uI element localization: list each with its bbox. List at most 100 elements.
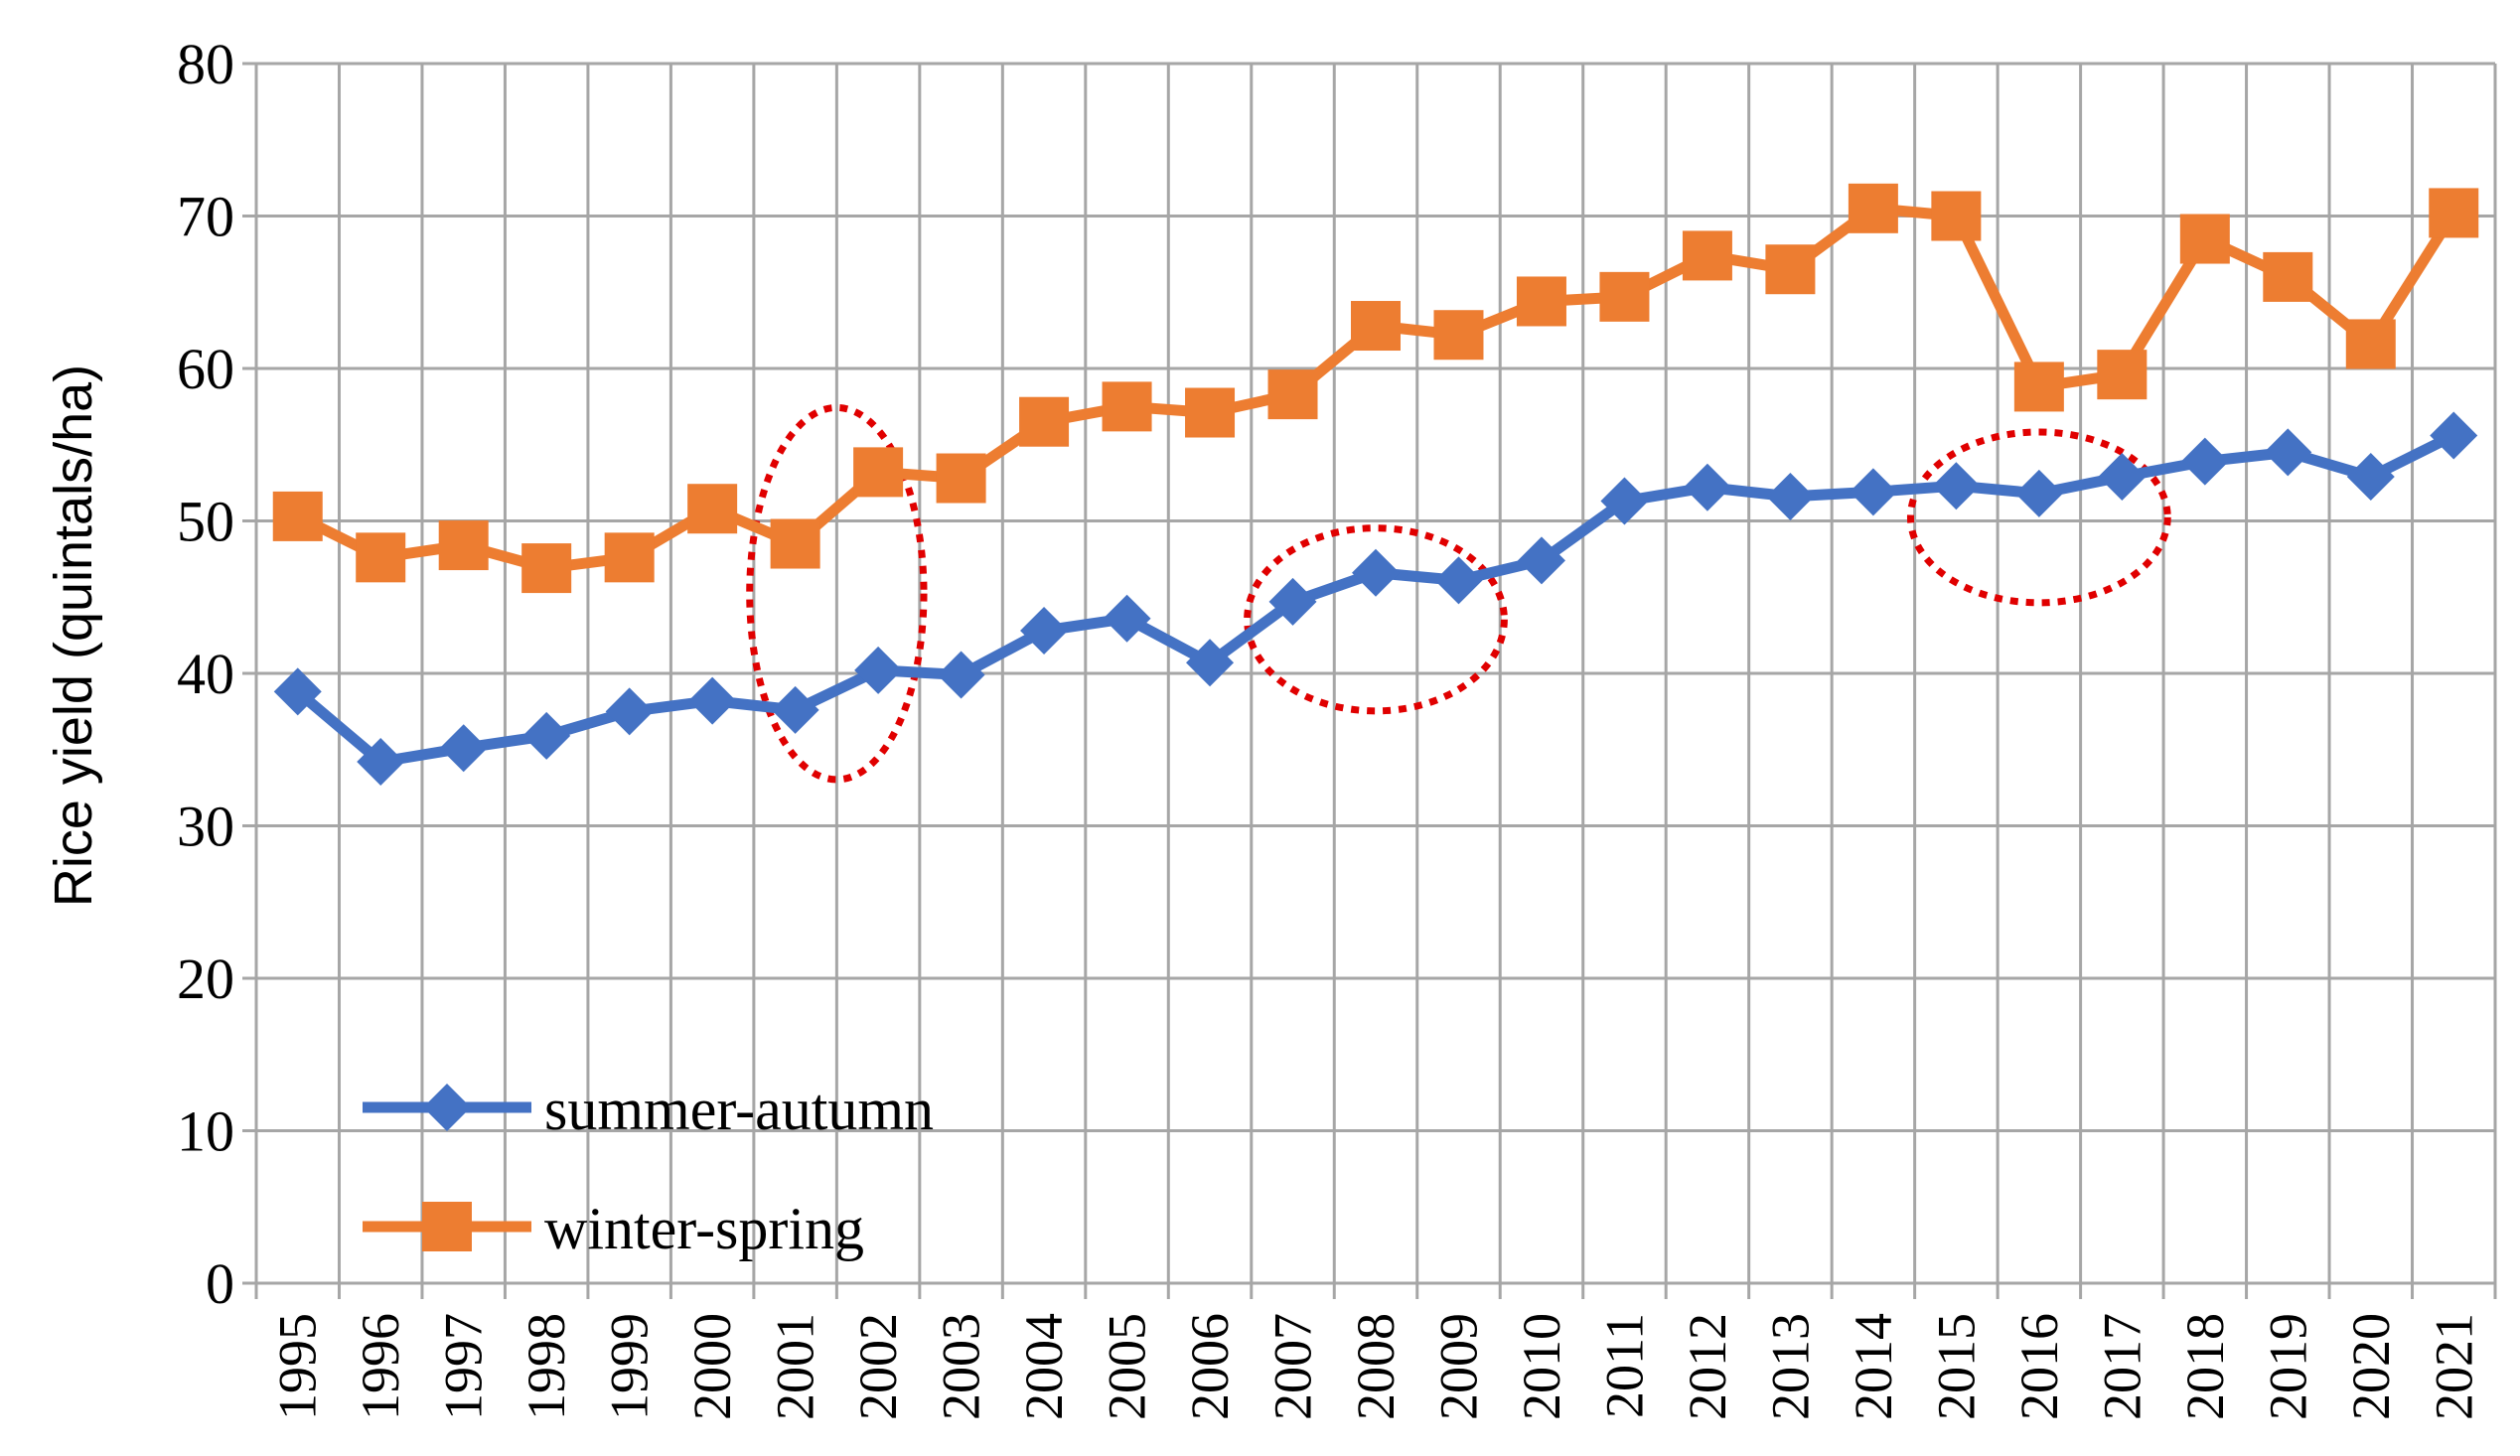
data-point-winter-spring (770, 518, 820, 569)
x-tick-label: 2012 (1678, 1313, 1737, 1420)
x-tick-label: 2005 (1098, 1313, 1157, 1420)
data-point-summer-autumn (273, 667, 322, 716)
legend-marker-winter-spring (422, 1202, 472, 1251)
data-point-summer-autumn (1352, 548, 1400, 597)
data-point-summer-autumn (1517, 536, 1565, 585)
legend: summer-autumn winter-spring (363, 1077, 934, 1261)
axes: 0 10 20 30 40 50 60 70 80 1995 1996 1997 1998 1999 200… (177, 32, 2497, 1420)
data-point-summer-autumn (854, 646, 903, 694)
data-point-winter-spring (272, 491, 323, 541)
data-point-summer-autumn (1103, 594, 1151, 643)
highlight-ellipse (1906, 428, 2171, 607)
y-tick-label: 20 (177, 946, 234, 1011)
data-point-winter-spring (2345, 319, 2396, 369)
data-point-winter-spring (1599, 271, 1650, 322)
x-tick-label: 2020 (2341, 1313, 2401, 1420)
data-point-winter-spring (438, 520, 489, 571)
data-point-winter-spring (356, 532, 406, 583)
data-point-winter-spring (1019, 396, 1070, 447)
data-point-summer-autumn (1600, 477, 1649, 525)
data-point-winter-spring (2097, 350, 2148, 400)
x-tick-label: 2003 (932, 1313, 991, 1420)
data-point-summer-autumn (1186, 639, 1235, 687)
data-point-summer-autumn (1849, 468, 1897, 516)
x-tick-label: 2001 (766, 1313, 825, 1420)
x-tick-label: 2016 (2009, 1313, 2069, 1420)
data-point-summer-autumn (1268, 577, 1317, 626)
data-point-winter-spring (1433, 310, 1484, 361)
x-tick-label: 1997 (434, 1313, 494, 1420)
legend-label-summer-autumn: summer-autumn (544, 1077, 934, 1142)
data-point-summer-autumn (2014, 469, 2063, 517)
data-point-winter-spring (2179, 214, 2230, 264)
x-tick-label: 1998 (517, 1313, 576, 1420)
data-point-winter-spring (853, 447, 904, 498)
data-point-winter-spring (2429, 188, 2479, 238)
highlight-ellipse (1244, 524, 1508, 715)
x-tick-label: 2019 (2258, 1313, 2317, 1420)
highlight-annotations (746, 403, 2171, 784)
y-tick-label: 30 (177, 795, 234, 859)
y-tick-label: 70 (177, 185, 234, 249)
data-point-summer-autumn (688, 676, 737, 725)
data-point-summer-autumn (357, 738, 405, 787)
data-point-summer-autumn (1683, 463, 1731, 511)
data-point-summer-autumn (771, 685, 819, 734)
x-tick-label: 2007 (1263, 1313, 1323, 1420)
data-point-winter-spring (1267, 369, 1318, 420)
legend-marker-summer-autumn (423, 1084, 471, 1131)
data-point-summer-autumn (937, 651, 985, 699)
data-point-summer-autumn (1766, 472, 1815, 520)
data-point-winter-spring (1931, 191, 1982, 241)
y-tick-label: 0 (206, 1251, 234, 1316)
y-tick-label: 40 (177, 642, 234, 706)
data-point-summer-autumn (1020, 607, 1069, 655)
data-point-summer-autumn (2346, 452, 2395, 501)
data-point-winter-spring (604, 532, 655, 583)
data-point-summer-autumn (2264, 428, 2312, 477)
data-point-summer-autumn (1434, 556, 1483, 605)
x-tick-label: 1995 (268, 1313, 328, 1420)
gridlines (256, 62, 2497, 1283)
data-point-summer-autumn (2430, 411, 2478, 460)
data-point-winter-spring (1765, 244, 1816, 295)
data-point-winter-spring (1102, 381, 1152, 432)
x-tick-label: 2018 (2175, 1313, 2235, 1420)
x-tick-label: 2006 (1180, 1313, 1240, 1420)
x-tick-label: 2009 (1428, 1313, 1488, 1420)
y-tick-label: 10 (177, 1099, 234, 1164)
series (272, 183, 2479, 787)
data-point-summer-autumn (2180, 437, 2229, 486)
x-tick-label: 2008 (1346, 1313, 1406, 1420)
data-point-winter-spring (2013, 362, 2064, 412)
x-tick-label: 2000 (682, 1313, 742, 1420)
data-point-winter-spring (1848, 183, 1898, 233)
data-point-summer-autumn (2098, 452, 2147, 501)
data-point-winter-spring (936, 453, 986, 504)
highlight-ellipse (746, 403, 928, 784)
x-tick-label: 1996 (351, 1313, 410, 1420)
data-point-winter-spring (687, 484, 738, 534)
data-point-summer-autumn (522, 711, 571, 760)
y-axis-label: Rice yield (quintals/ha) (44, 364, 103, 907)
data-point-summer-autumn (605, 687, 654, 736)
x-tick-label: 2014 (1844, 1313, 1903, 1420)
data-point-winter-spring (1185, 387, 1236, 438)
x-tick-label: 2011 (1594, 1313, 1654, 1418)
data-point-winter-spring (2263, 251, 2313, 302)
data-point-summer-autumn (1932, 462, 1981, 510)
x-tick-label: 2004 (1014, 1313, 1074, 1420)
data-point-winter-spring (1682, 230, 1732, 281)
x-tick-label: 1999 (600, 1313, 660, 1420)
y-tick-label: 50 (177, 490, 234, 554)
x-tick-label: 2010 (1512, 1313, 1571, 1420)
data-point-winter-spring (1516, 276, 1566, 327)
x-tick-label: 2013 (1760, 1313, 1820, 1420)
data-point-winter-spring (521, 543, 572, 594)
legend-label-winter-spring: winter-spring (544, 1196, 864, 1261)
data-point-summer-autumn (439, 724, 488, 773)
x-tick-label: 2015 (1926, 1313, 1986, 1420)
x-tick-label: 2021 (2424, 1313, 2483, 1420)
